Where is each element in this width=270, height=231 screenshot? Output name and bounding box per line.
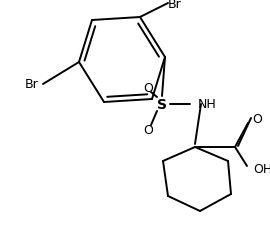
Text: O: O bbox=[143, 123, 153, 136]
Text: NH: NH bbox=[198, 98, 217, 111]
Text: Br: Br bbox=[25, 78, 39, 91]
Text: O: O bbox=[143, 81, 153, 94]
Text: Br: Br bbox=[168, 0, 182, 11]
Text: OH: OH bbox=[253, 163, 270, 176]
Text: O: O bbox=[252, 113, 262, 126]
Text: S: S bbox=[157, 97, 167, 112]
